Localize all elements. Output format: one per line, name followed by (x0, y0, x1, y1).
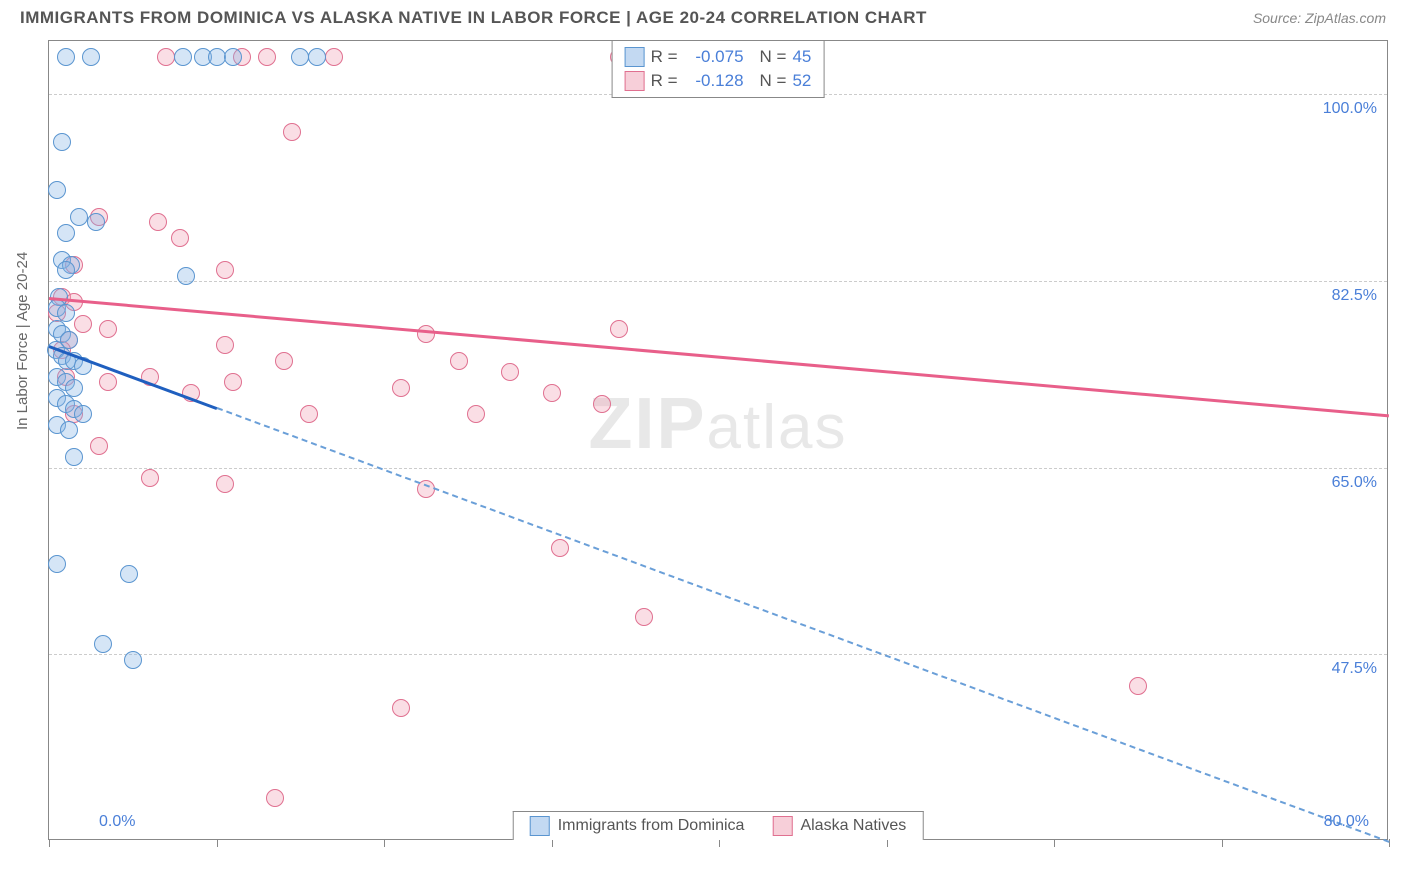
x-tick (719, 839, 720, 847)
x-tick-max: 80.0% (1324, 813, 1369, 831)
scatter-point (177, 267, 195, 285)
scatter-point (48, 555, 66, 573)
n-label: N = (760, 47, 787, 67)
scatter-point (149, 213, 167, 231)
n-label: N = (760, 71, 787, 91)
r-value-blue: -0.075 (684, 47, 744, 67)
y-tick-label: 82.5% (1332, 287, 1377, 305)
scatter-point (120, 565, 138, 583)
scatter-point (216, 336, 234, 354)
regression-line (49, 297, 1389, 417)
plot-area: ZIPatlas 47.5% 65.0% 82.5% 100.0% (49, 41, 1387, 839)
watermark: ZIPatlas (589, 383, 848, 465)
legend-label-blue: Immigrants from Dominica (558, 817, 745, 835)
scatter-point (417, 325, 435, 343)
scatter-point (82, 48, 100, 66)
scatter-point (57, 48, 75, 66)
scatter-point (57, 261, 75, 279)
n-value-pink: 52 (792, 71, 811, 91)
legend-row-blue: R = -0.075 N = 45 (625, 45, 812, 69)
scatter-point (124, 651, 142, 669)
scatter-point (174, 48, 192, 66)
scatter-point (60, 421, 78, 439)
scatter-point (392, 699, 410, 717)
y-tick-label: 47.5% (1332, 660, 1377, 678)
legend-item-blue: Immigrants from Dominica (530, 816, 745, 836)
source-attribution: Source: ZipAtlas.com (1253, 10, 1386, 26)
scatter-point (635, 608, 653, 626)
r-value-pink: -0.128 (684, 71, 744, 91)
scatter-point (70, 208, 88, 226)
gridline (49, 468, 1387, 469)
scatter-point (266, 789, 284, 807)
y-tick-label: 65.0% (1332, 474, 1377, 492)
scatter-point (141, 469, 159, 487)
scatter-point (275, 352, 293, 370)
scatter-point (300, 405, 318, 423)
x-tick (49, 839, 50, 847)
scatter-point (57, 224, 75, 242)
x-tick (552, 839, 553, 847)
legend-swatch-pink (625, 71, 645, 91)
x-tick (887, 839, 888, 847)
gridline (49, 281, 1387, 282)
scatter-point (216, 475, 234, 493)
x-tick (1222, 839, 1223, 847)
scatter-point (551, 539, 569, 557)
watermark-atlas: atlas (707, 393, 848, 462)
scatter-point (74, 315, 92, 333)
scatter-point (610, 320, 628, 338)
x-tick (217, 839, 218, 847)
r-label: R = (651, 71, 678, 91)
scatter-point (501, 363, 519, 381)
scatter-point (208, 48, 226, 66)
scatter-point (258, 48, 276, 66)
legend-row-pink: R = -0.128 N = 52 (625, 69, 812, 93)
scatter-point (308, 48, 326, 66)
x-tick (384, 839, 385, 847)
scatter-point (467, 405, 485, 423)
scatter-point (1129, 677, 1147, 695)
y-tick-label: 100.0% (1323, 100, 1377, 118)
scatter-point (543, 384, 561, 402)
scatter-point (593, 395, 611, 413)
scatter-point (65, 448, 83, 466)
legend-item-pink: Alaska Natives (772, 816, 906, 836)
scatter-point (90, 437, 108, 455)
scatter-point (450, 352, 468, 370)
scatter-point (53, 133, 71, 151)
scatter-point (291, 48, 309, 66)
x-tick (1054, 839, 1055, 847)
legend-swatch-blue (625, 47, 645, 67)
scatter-point (48, 181, 66, 199)
scatter-point (224, 48, 242, 66)
scatter-point (283, 123, 301, 141)
correlation-legend: R = -0.075 N = 45 R = -0.128 N = 52 (612, 41, 825, 98)
scatter-point (87, 213, 105, 231)
y-axis-label: In Labor Force | Age 20-24 (14, 252, 31, 430)
n-value-blue: 45 (792, 47, 811, 67)
legend-swatch-pink (772, 816, 792, 836)
scatter-point (94, 635, 112, 653)
legend-swatch-blue (530, 816, 550, 836)
gridline (49, 654, 1387, 655)
scatter-point (74, 405, 92, 423)
regression-line (216, 407, 1389, 843)
scatter-point (224, 373, 242, 391)
scatter-point (99, 320, 117, 338)
scatter-point (157, 48, 175, 66)
legend-label-pink: Alaska Natives (800, 817, 906, 835)
chart-frame: ZIPatlas 47.5% 65.0% 82.5% 100.0% R = -0.07… (48, 40, 1388, 840)
x-tick-min: 0.0% (99, 813, 135, 831)
r-label: R = (651, 47, 678, 67)
scatter-point (325, 48, 343, 66)
series-legend: Immigrants from Dominica Alaska Natives (513, 811, 924, 840)
scatter-point (392, 379, 410, 397)
scatter-point (171, 229, 189, 247)
scatter-point (216, 261, 234, 279)
scatter-point (99, 373, 117, 391)
page-title: IMMIGRANTS FROM DOMINICA VS ALASKA NATIV… (20, 8, 927, 28)
